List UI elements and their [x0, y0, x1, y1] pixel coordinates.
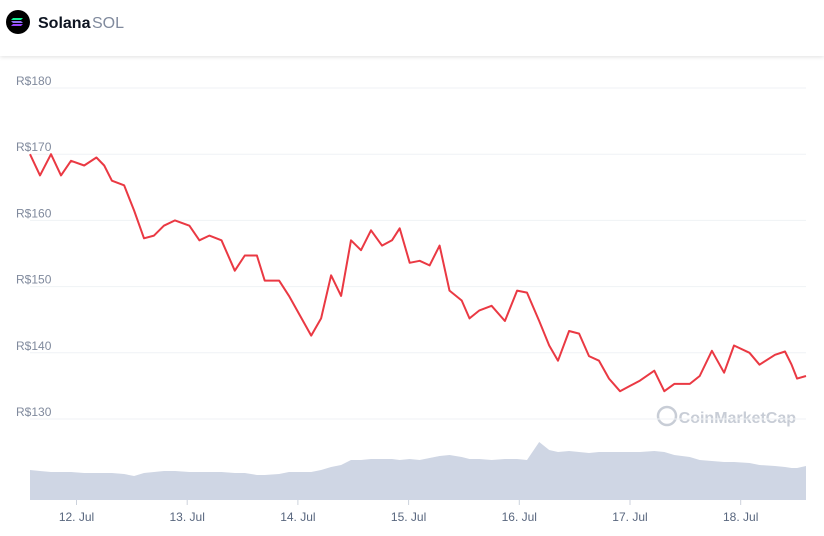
x-tick-label: 16. Jul: [502, 510, 537, 524]
x-tick-label: 12. Jul: [59, 510, 94, 524]
watermark-logo: [656, 405, 678, 427]
y-tick-label: R$140: [16, 339, 52, 353]
coin-name: Solana: [38, 15, 91, 32]
coin-symbol: SOL: [92, 15, 125, 32]
x-tick-label: 15. Jul: [391, 510, 426, 524]
coin-icon: [6, 10, 30, 34]
x-tick-label: 17. Jul: [612, 510, 647, 524]
y-tick-label: R$180: [16, 74, 52, 88]
y-tick-label: R$160: [16, 206, 52, 220]
volume-area: [30, 442, 806, 500]
header: Solana SOL: [0, 0, 824, 56]
x-tick-label: 13. Jul: [170, 510, 205, 524]
y-tick-label: R$150: [16, 273, 52, 287]
y-tick-label: R$130: [16, 405, 52, 419]
y-tick-label: R$170: [16, 140, 52, 154]
x-tick-label: 14. Jul: [280, 510, 315, 524]
x-tick-label: 18. Jul: [723, 510, 758, 524]
price-line: [29, 153, 807, 393]
